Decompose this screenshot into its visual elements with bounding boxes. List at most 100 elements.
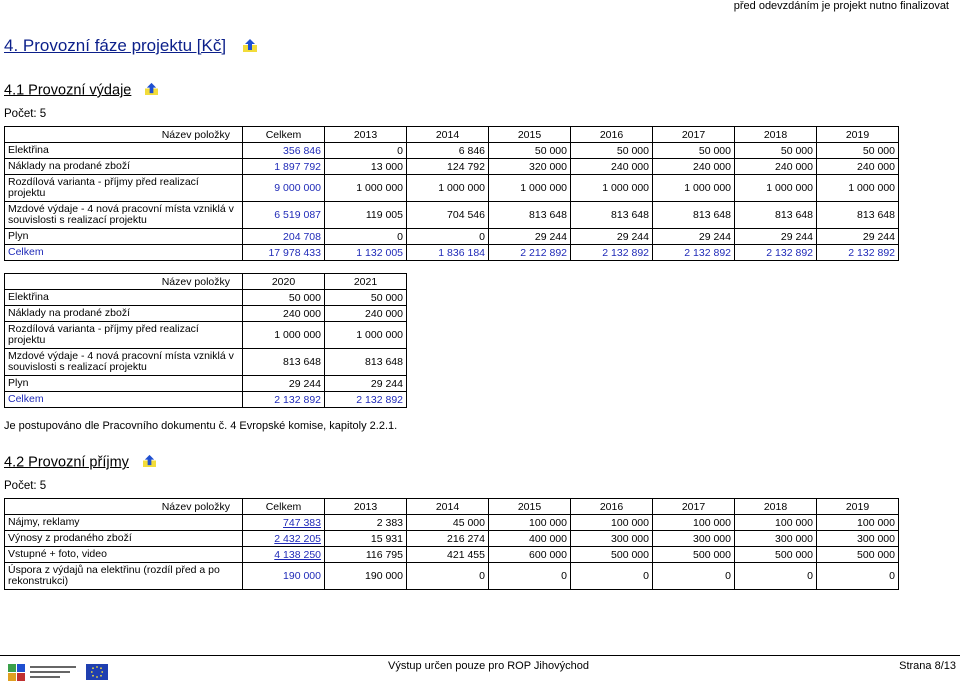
row-label: Mzdové výdaje - 4 nová pracovní místa vz… (4, 201, 243, 229)
back-to-top-icon[interactable] (145, 82, 159, 99)
column-header: 2015 (488, 498, 571, 515)
value-cell: 500 000 (816, 546, 899, 563)
value-cell: 50 000 (734, 142, 817, 159)
value-cell: 300 000 (734, 530, 817, 547)
value-cell: 1 000 000 (570, 174, 653, 202)
value-cell: 1 000 000 (406, 174, 489, 202)
table-row: Nájmy, reklamy 747 383 2 383 45 000 100 … (4, 514, 899, 531)
item-count: Počet: 5 (4, 108, 47, 120)
total-link[interactable]: 2 432 205 (242, 530, 325, 547)
back-to-top-icon[interactable] (242, 37, 257, 57)
total-link[interactable]: 4 138 250 (242, 546, 325, 563)
value-cell: 1 836 184 (406, 244, 489, 261)
row-label: Plyn (4, 375, 243, 392)
regional-council-logo (8, 662, 80, 687)
value-cell: 2 212 892 (488, 244, 571, 261)
value-cell: 240 000 (652, 158, 735, 175)
eu-flag-icon (86, 664, 108, 685)
row-label: Vstupné + foto, video (4, 546, 243, 563)
row-label: Náklady na prodané zboží (4, 158, 243, 175)
subsection-title-revenues: 4.2 Provozní příjmy (4, 454, 156, 471)
value-cell: 119 005 (324, 201, 407, 229)
total-cell: 190 000 (242, 562, 325, 590)
table-row: Mzdové výdaje - 4 nová pracovní místa vz… (4, 348, 407, 376)
total-cell: 1 897 792 (242, 158, 325, 175)
table-row: Mzdové výdaje - 4 nová pracovní místa vz… (4, 201, 899, 229)
table-row: Rozdílová varianta - příjmy před realiza… (4, 174, 899, 202)
value-cell: 240 000 (324, 305, 407, 322)
expenses-table-2020-2021: Název položky 2020 2021 Elektřina 50 000… (4, 273, 407, 408)
table-header-row: Název položky 2020 2021 (4, 273, 407, 290)
value-cell: 813 648 (570, 201, 653, 229)
row-label: Elektřina (4, 142, 243, 159)
expenses-table-2013-2019: Název položky Celkem 2013 2014 2015 2016… (4, 126, 899, 261)
column-header: 2018 (734, 498, 817, 515)
value-cell: 50 000 (324, 289, 407, 306)
column-header: Název položky (4, 498, 243, 515)
column-header: 2017 (652, 126, 735, 143)
section-title: 4. Provozní fáze projektu [Kč] (4, 36, 257, 57)
column-header: 2020 (242, 273, 325, 290)
value-cell: 813 648 (816, 201, 899, 229)
row-label: Mzdové výdaje - 4 nová pracovní místa vz… (4, 348, 243, 376)
table-header-row: Název položky Celkem 2013 2014 2015 2016… (4, 126, 899, 143)
row-label: Celkem (4, 391, 243, 408)
value-cell: 500 000 (734, 546, 817, 563)
value-cell: 1 132 005 (324, 244, 407, 261)
value-cell: 1 000 000 (324, 321, 407, 349)
value-cell: 813 648 (242, 348, 325, 376)
value-cell: 813 648 (324, 348, 407, 376)
value-cell: 2 132 892 (570, 244, 653, 261)
row-label: Rozdílová varianta - příjmy před realiza… (4, 321, 243, 349)
row-label: Celkem (4, 244, 243, 261)
value-cell: 0 (406, 562, 489, 590)
value-cell: 813 648 (652, 201, 735, 229)
total-cell: 356 846 (242, 142, 325, 159)
footer-divider (0, 655, 960, 656)
column-header: 2015 (488, 126, 571, 143)
value-cell: 0 (488, 562, 571, 590)
total-row: Celkem 2 132 892 2 132 892 (4, 391, 407, 408)
value-cell: 240 000 (816, 158, 899, 175)
value-cell: 50 000 (488, 142, 571, 159)
value-cell: 216 274 (406, 530, 489, 547)
value-cell: 2 132 892 (734, 244, 817, 261)
value-cell: 50 000 (816, 142, 899, 159)
value-cell: 813 648 (734, 201, 817, 229)
section-title-text: 4. Provozní fáze projektu [Kč] (4, 36, 227, 55)
finalize-warning: před odevzdáním je projekt nutno finaliz… (733, 0, 949, 12)
value-cell: 1 000 000 (734, 174, 817, 202)
value-cell: 0 (734, 562, 817, 590)
value-cell: 50 000 (652, 142, 735, 159)
value-cell: 0 (816, 562, 899, 590)
total-cell: 6 519 087 (242, 201, 325, 229)
row-label: Plyn (4, 228, 243, 245)
value-cell: 100 000 (488, 514, 571, 531)
value-cell: 240 000 (242, 305, 325, 322)
value-cell: 300 000 (816, 530, 899, 547)
value-cell: 2 132 892 (652, 244, 735, 261)
value-cell: 29 244 (652, 228, 735, 245)
column-header: 2019 (816, 126, 899, 143)
value-cell: 0 (570, 562, 653, 590)
column-header: Celkem (242, 498, 325, 515)
total-cell: 9 000 000 (242, 174, 325, 202)
value-cell: 300 000 (570, 530, 653, 547)
value-cell: 29 244 (242, 375, 325, 392)
column-header: 2013 (324, 126, 407, 143)
column-header: 2017 (652, 498, 735, 515)
page-number: Strana 8/13 (899, 660, 956, 672)
column-header: Název položky (4, 126, 243, 143)
row-label: Výnosy z prodaného zboží (4, 530, 243, 547)
value-cell: 0 (652, 562, 735, 590)
value-cell: 2 383 (324, 514, 407, 531)
revenues-table-2013-2019: Název položky Celkem 2013 2014 2015 2016… (4, 498, 899, 590)
back-to-top-icon[interactable] (142, 454, 156, 471)
value-cell: 240 000 (570, 158, 653, 175)
footer-disclaimer: Výstup určen pouze pro ROP Jihovýchod (388, 660, 589, 672)
table-row: Náklady na prodané zboží 1 897 792 13 00… (4, 158, 899, 175)
value-cell: 421 455 (406, 546, 489, 563)
value-cell: 100 000 (734, 514, 817, 531)
total-link[interactable]: 747 383 (242, 514, 325, 531)
value-cell: 500 000 (652, 546, 735, 563)
